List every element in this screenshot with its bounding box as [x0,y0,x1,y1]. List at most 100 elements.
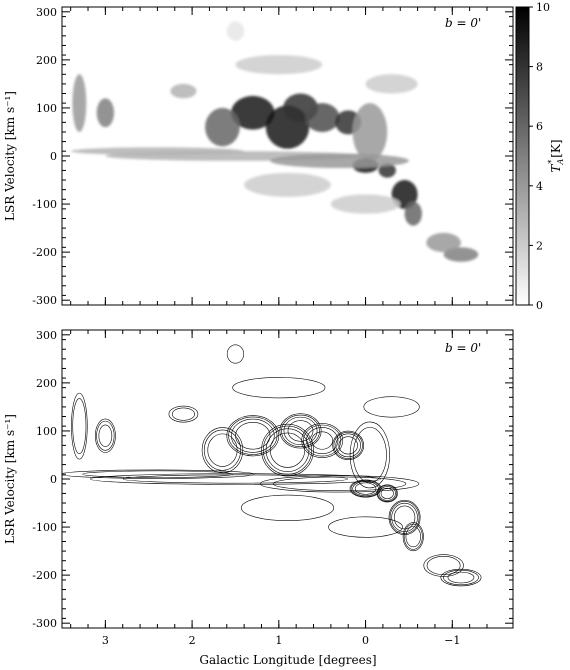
x-tick-label: 2 [189,634,196,647]
contour-line [377,485,398,502]
contour-line [226,344,245,364]
contour-line [328,516,403,538]
contour-line [306,427,339,454]
contour-line [82,470,233,478]
colorbar-label-T: T [549,164,563,173]
y-tick-label: 200 [36,377,57,390]
y-tick-label: 300 [36,329,57,342]
heatmap-feature [330,194,401,214]
bottom-axis-ticks: 300 200 100 0 -100 -200 -300 3 2 1 0 −1 [32,329,513,647]
y-tick-label: 0 [50,150,57,163]
contour-line [378,486,396,501]
heatmap-feature [226,21,245,41]
contour-line [443,569,479,586]
contour-line [168,405,199,423]
colorbar-label-unit: [K] [549,139,563,157]
contour-line [426,556,461,576]
contour-line [423,554,464,577]
contour-line [332,430,365,460]
heatmap-feature [365,74,418,94]
contour-line [281,414,320,448]
contour-line [261,423,314,477]
colorbar-label-sub: A [556,159,565,166]
y-tick-label: 200 [36,54,57,67]
x-tick-label: 0 [362,634,369,647]
contour-line [96,420,115,451]
heatmap-feature [352,103,388,161]
contour-line [71,392,88,460]
heatmap-feature [205,107,240,147]
colorbar-tick-label: 6 [536,120,543,133]
y-tick-label: 100 [36,102,57,115]
y-tick-label: -300 [32,617,57,630]
contour-line [301,423,344,458]
contour-line [203,429,241,471]
contour-line [98,424,113,447]
contour-line [333,431,363,459]
contour-line [228,416,278,455]
contour-line [402,522,424,552]
heatmap-feature [270,153,409,169]
contour-line [259,475,420,493]
bottom-panel: 300 200 100 0 -100 -200 -300 3 2 1 0 −1 b = 0' LSR … [3,329,514,667]
colorbar-tick-label: 4 [536,180,543,193]
colorbar-tick-label: 2 [536,239,543,252]
contour-line [94,418,116,453]
contour-line [311,431,333,450]
heatmap-feature [443,247,479,262]
contour-line [335,433,361,458]
contour-line [265,428,310,472]
heatmap-feature [404,201,422,226]
contour-line [363,396,420,418]
contour-line [447,571,475,584]
contour-line [279,413,322,449]
contour-line [376,484,398,503]
contour-line [72,398,87,455]
x-tick-label: −1 [444,634,460,647]
contour-line [283,416,318,446]
contour-line [380,487,394,499]
top-axis-ticks: 300 200 100 0 -100 -200 -300 [32,6,513,307]
contour-line [122,474,348,484]
contour-line [349,421,391,489]
colorbar-gradient [515,6,530,306]
y-tick-label: -200 [32,246,57,259]
y-tick-label: -300 [32,294,57,307]
contour-line [388,499,421,536]
contour-line [440,568,482,587]
contour-line [352,427,387,483]
y-tick-label: 300 [36,6,57,19]
bottom-annotation: b = 0' [445,341,481,355]
contour-line [171,407,195,421]
colorbar-label-star: * [547,160,556,164]
colorbar-label: TA* [K] [547,139,565,172]
colorbar-label-text: TA* [K] [547,139,565,172]
y-tick-label: 100 [36,425,57,438]
bottom-y-axis-label: LSR Velocity [km s⁻¹] [3,414,17,544]
contour-line [232,377,326,399]
top-heatmap [70,21,479,262]
heatmap-feature [170,83,197,99]
heatmap-feature [72,74,87,132]
colorbar-tick-label: 0 [536,299,543,312]
top-annotation: b = 0' [445,16,481,30]
contour-line [240,494,335,521]
y-tick-label: -100 [32,198,57,211]
contour-line [89,473,381,485]
contour-line [207,433,238,467]
contour-line [272,476,407,492]
top-y-axis-label: LSR Velocity [km s⁻¹] [3,91,17,221]
colorbar-ticks: 0 2 4 6 8 10 [529,1,550,312]
contour-line [287,420,314,442]
contour-line [62,469,255,479]
heatmap-feature [426,232,461,253]
x-tick-label: 3 [102,634,109,647]
bottom-contours [62,344,482,587]
heatmap-feature [231,95,275,130]
contour-line [405,526,421,548]
contour-line [303,424,342,457]
heatmap-feature [70,147,245,156]
contour-line [338,436,358,455]
contour-line [226,415,280,457]
